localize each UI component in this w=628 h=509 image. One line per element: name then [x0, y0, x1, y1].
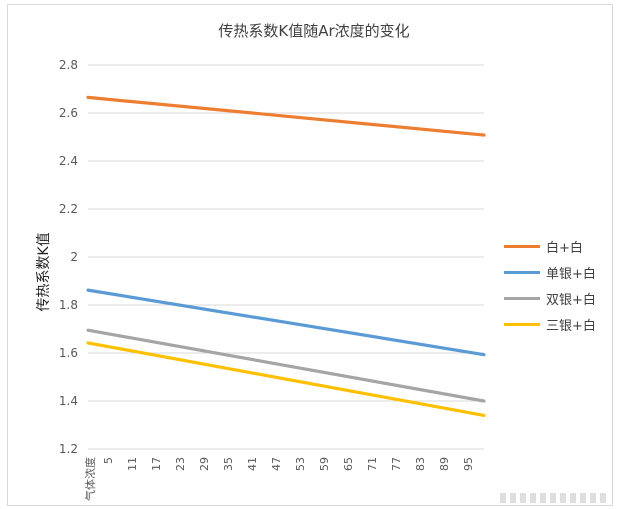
chart-frame	[7, 4, 613, 506]
legend-swatch-3	[504, 322, 540, 326]
y-tick-label-8: 2.8	[59, 58, 78, 72]
y-tick-label-2: 1.6	[59, 346, 78, 360]
legend-item-1: 单银+白	[504, 259, 596, 285]
chart-title: 传热系数K值随Ar浓度的变化	[218, 22, 410, 40]
legend: 白+白单银+白双银+白三银+白	[504, 233, 596, 337]
series-line-3	[86, 341, 486, 417]
y-tick-label-6: 2.4	[59, 154, 78, 168]
legend-item-3: 三银+白	[504, 311, 596, 337]
watermark	[500, 493, 608, 503]
series-line-2	[86, 328, 486, 403]
x-tick-label-5: 29	[198, 457, 211, 471]
x-tick-label-10: 59	[318, 457, 331, 471]
x-tick-label-4: 23	[174, 457, 187, 471]
y-tick-label-7: 2.6	[59, 106, 78, 120]
legend-swatch-0	[504, 244, 540, 248]
y-tick-label-0: 1.2	[59, 442, 78, 456]
x-tick-label-13: 77	[390, 457, 403, 471]
x-tick-label-0: 气体浓度	[83, 457, 97, 501]
x-tick-label-11: 65	[342, 457, 355, 471]
y-tick-label-4: 2	[70, 250, 78, 264]
x-tick-label-8: 47	[270, 457, 283, 471]
x-tick-label-7: 41	[246, 457, 259, 471]
x-tick-label-9: 53	[294, 457, 307, 471]
x-tick-label-15: 89	[438, 457, 451, 471]
legend-label-3: 三银+白	[546, 318, 596, 334]
x-tick-label-14: 83	[414, 457, 427, 471]
x-tick-label-6: 35	[222, 457, 235, 471]
y-tick-label-1: 1.4	[59, 394, 78, 408]
y-tick-label-5: 2.2	[59, 202, 78, 216]
x-tick-label-12: 71	[366, 457, 379, 471]
legend-item-2: 双银+白	[504, 285, 596, 311]
legend-label-1: 单银+白	[546, 266, 596, 282]
legend-swatch-2	[504, 296, 540, 300]
x-tick-label-3: 17	[150, 457, 163, 471]
y-tick-label-3: 1.8	[59, 298, 78, 312]
x-tick-label-2: 11	[126, 457, 139, 471]
series-line-0	[86, 95, 486, 137]
x-tick-label-16: 95	[462, 457, 475, 471]
x-tick-label-1: 5	[102, 457, 115, 464]
legend-label-2: 双银+白	[546, 292, 596, 308]
series-line-1	[86, 288, 486, 357]
legend-swatch-1	[504, 270, 540, 274]
legend-label-0: 白+白	[546, 240, 583, 256]
legend-item-0: 白+白	[504, 233, 596, 259]
